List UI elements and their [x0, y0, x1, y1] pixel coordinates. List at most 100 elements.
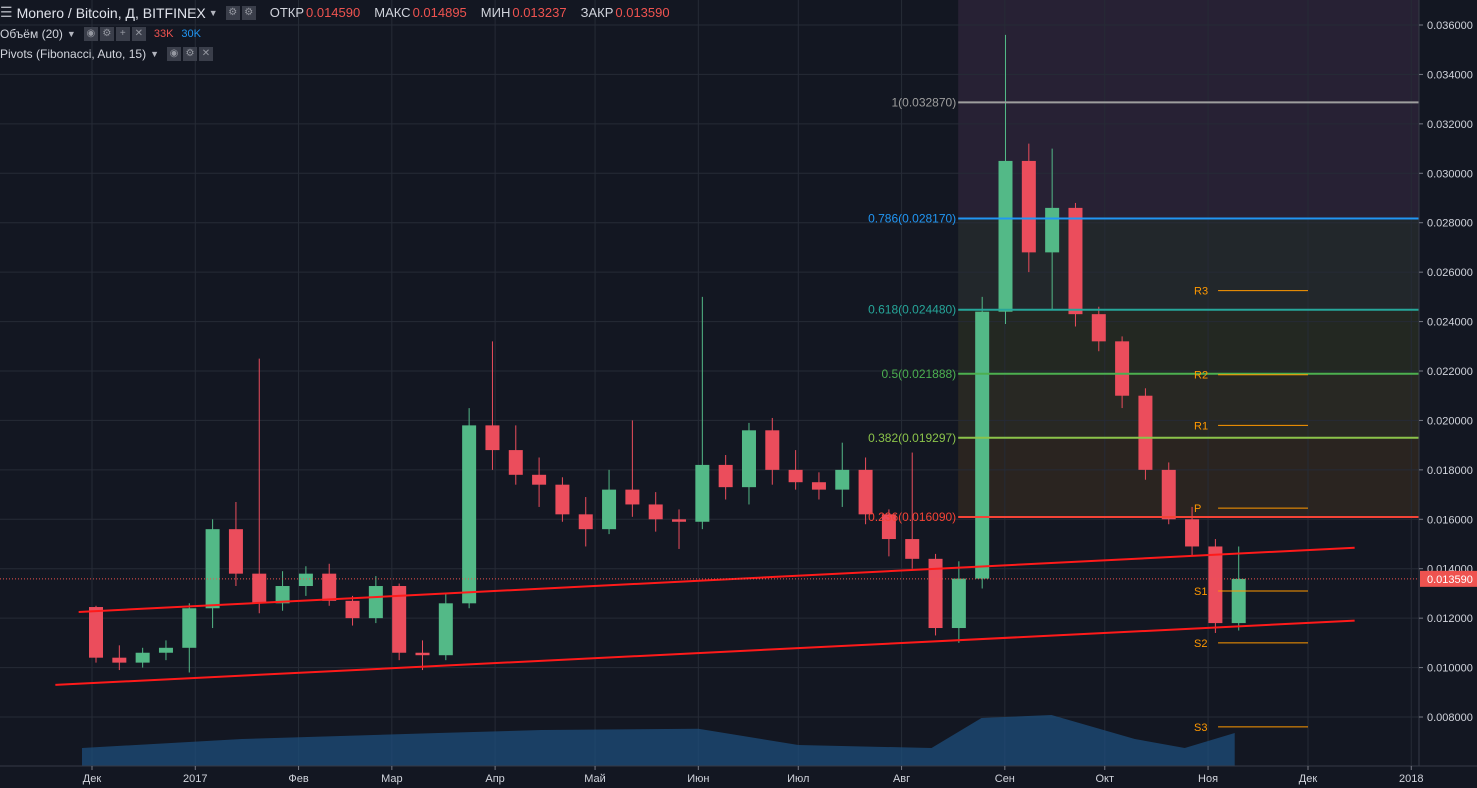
chevron-down-icon[interactable]: ▼	[66, 29, 76, 39]
ohlc-open-label: ОТКР	[269, 5, 304, 20]
ohlc-low-label: МИН	[480, 5, 511, 20]
candle-body	[392, 586, 407, 653]
x-tick-label: Окт	[1096, 773, 1115, 785]
add-icon[interactable]: +	[115, 27, 130, 41]
candle-body	[858, 469, 873, 515]
candle-body	[788, 469, 803, 483]
volume-area-shape	[82, 715, 1235, 766]
candle-body	[135, 652, 150, 663]
chevron-down-icon[interactable]: ▼	[150, 49, 159, 59]
y-tick-label: 0.028000	[1427, 218, 1473, 230]
y-tick-label: 0.012000	[1427, 613, 1473, 625]
y-tick-label: 0.036000	[1427, 20, 1473, 32]
candle-body	[555, 484, 570, 515]
gear-icon[interactable]: ⚙	[183, 47, 197, 61]
candle-body	[648, 504, 663, 520]
y-tick-label: 0.020000	[1427, 415, 1473, 427]
gear-icon[interactable]: ⚙	[99, 27, 114, 41]
candle-body	[112, 657, 127, 663]
candle-body	[275, 586, 290, 604]
visibility-icon[interactable]: ◉	[83, 27, 98, 41]
x-tick-label: 2018	[1399, 773, 1423, 785]
pivots-legend: Pivots (Fibonacci, Auto, 15) ▼ ◉ ⚙ ✕	[0, 47, 213, 61]
candle-body	[252, 573, 267, 604]
visibility-icon[interactable]: ◉	[167, 47, 181, 61]
x-tick-label: Авг	[893, 773, 910, 785]
pivot-level-label: S3	[1194, 722, 1207, 734]
candle-body	[1068, 207, 1083, 315]
ohlc-open-value: 0.014590	[306, 5, 361, 20]
last-price-badge	[1420, 570, 1477, 587]
fib-zone	[958, 373, 1419, 438]
candle-body	[1115, 341, 1130, 396]
candle-body	[765, 430, 780, 470]
pivot-level-label: R3	[1194, 286, 1208, 298]
candle-body	[89, 607, 104, 658]
volume-legend: Объём (20) ▼ ◉ ⚙ + ✕ 33K 30K	[0, 27, 201, 41]
candle-body	[1091, 314, 1106, 342]
y-tick-label: 0.018000	[1427, 465, 1473, 477]
close-icon[interactable]: ✕	[199, 47, 213, 61]
candle-body	[951, 578, 966, 629]
volume-value-1: 33K	[153, 28, 174, 40]
candle-body	[998, 160, 1013, 312]
candle-body	[368, 586, 383, 619]
fib-level-label: 0.5(0.021888)	[881, 367, 956, 381]
pivot-level-label: P	[1194, 503, 1201, 515]
x-tick-label: Сен	[995, 773, 1015, 785]
candle-body	[322, 573, 337, 601]
candle-body	[1185, 519, 1200, 547]
candle-body	[811, 482, 826, 490]
candle-body	[718, 464, 733, 488]
x-tick-label: Дек	[1299, 773, 1318, 785]
candle-body	[1138, 395, 1153, 470]
candle-body	[462, 425, 477, 604]
ohlc-low-value: 0.013237	[512, 5, 567, 20]
trendline	[55, 619, 1355, 686]
fib-zone	[958, 309, 1419, 374]
pivot-level-label: S1	[1194, 586, 1207, 598]
chevron-down-icon[interactable]: ▼	[208, 7, 218, 18]
y-tick-label: 0.026000	[1427, 267, 1473, 279]
fib-level-label: 1(0.032870)	[891, 95, 956, 109]
volume-label[interactable]: Объём (20)	[0, 27, 63, 41]
candle-body	[905, 539, 920, 559]
y-tick-label: 0.024000	[1427, 317, 1473, 329]
close-icon[interactable]: ✕	[131, 27, 146, 41]
candle-body	[182, 608, 197, 648]
volume-area	[82, 715, 1235, 766]
candle-body	[205, 529, 220, 609]
candle-body	[835, 469, 850, 490]
pivot-level-label: R2	[1194, 370, 1208, 382]
y-tick-label: 0.022000	[1427, 366, 1473, 378]
x-tick-label: Июл	[787, 773, 809, 785]
ohlc-close-value: 0.013590	[615, 5, 670, 20]
x-tick-label: Июн	[687, 773, 709, 785]
pivots-label[interactable]: Pivots (Fibonacci, Auto, 15)	[0, 47, 147, 61]
symbol-title[interactable]: Monero / Bitcoin, Д, BITFINEX	[16, 4, 206, 21]
candle-body	[532, 474, 547, 485]
ohlc-high-value: 0.014895	[412, 5, 467, 20]
price-axis-background	[1419, 0, 1477, 788]
gear-icon[interactable]: ⚙	[241, 5, 256, 20]
candle-body	[741, 430, 756, 488]
settings-icon[interactable]: ⚙	[225, 5, 240, 20]
candle-body	[672, 519, 687, 522]
fib-level-label: 0.786(0.028170)	[868, 212, 956, 226]
candle-body	[158, 647, 173, 653]
time-axis-background	[0, 766, 1477, 788]
candle-body	[1208, 546, 1223, 624]
y-tick-label: 0.016000	[1427, 514, 1473, 526]
y-tick-label: 0.030000	[1427, 168, 1473, 180]
candle-body	[695, 464, 710, 522]
fib-zone	[958, 437, 1419, 518]
pivot-level-label: S2	[1194, 638, 1207, 650]
candle-body	[625, 489, 640, 505]
candle-body	[485, 425, 500, 451]
menu-icon[interactable]: ☰	[0, 4, 13, 20]
candle-body	[928, 558, 943, 629]
fib-level-label: 0.236(0.016090)	[868, 510, 956, 524]
last-price-label: 0.013590	[1427, 574, 1473, 586]
symbol-legend: ☰ Monero / Bitcoin, Д, BITFINEX ▼ ⚙ ⚙ ОТ…	[0, 4, 670, 21]
